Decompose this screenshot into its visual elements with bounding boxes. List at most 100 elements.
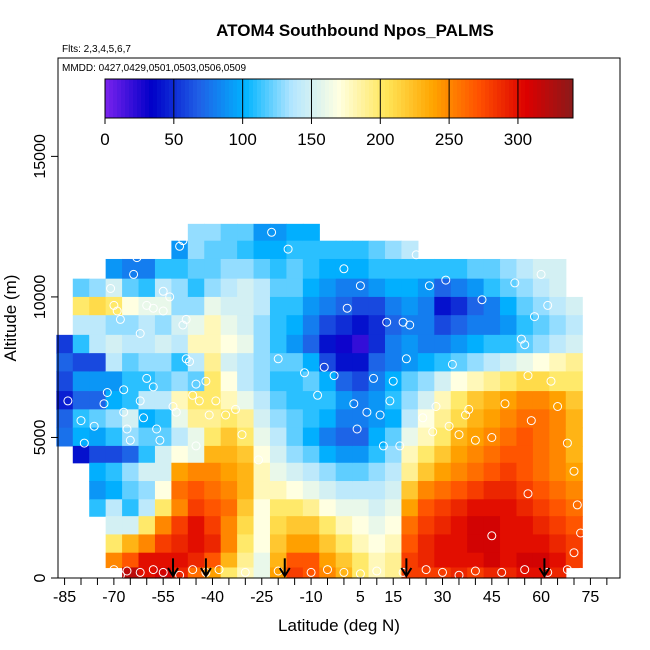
colorbar-cell — [233, 79, 238, 118]
heat-cell — [434, 315, 452, 336]
heat-cell — [532, 552, 550, 569]
sample-point — [185, 357, 194, 367]
heat-cell — [187, 240, 205, 260]
colorbar-cell — [481, 79, 486, 118]
heat-cell — [417, 427, 435, 447]
heat-cell — [417, 391, 435, 410]
heat-cell — [467, 481, 485, 500]
colorbar-cell — [421, 79, 426, 118]
colorbar-cell — [565, 79, 570, 118]
sample-point — [152, 424, 162, 434]
heat-cell — [171, 296, 189, 316]
colorbar-cell — [173, 79, 178, 118]
heat-cell — [138, 334, 156, 354]
sample-point — [378, 441, 388, 451]
heat-cell — [401, 240, 419, 260]
heat-cell — [319, 278, 337, 298]
colorbar-cell — [201, 79, 206, 118]
heat-cell — [253, 534, 271, 554]
colorbar-cell — [465, 79, 470, 118]
heat-cell — [467, 296, 485, 316]
heat-cell — [467, 353, 485, 373]
heat-cell — [302, 516, 320, 536]
heat-cell — [467, 278, 485, 298]
heat-cell — [417, 334, 435, 354]
colorbar-cell — [389, 79, 394, 118]
colorbar-cell — [113, 79, 118, 118]
sample-point — [444, 421, 454, 431]
colorbar-cell — [205, 79, 210, 118]
heat-cell — [483, 534, 501, 554]
heat-cell — [154, 278, 172, 298]
heat-cell — [56, 391, 74, 410]
heat-cell — [187, 258, 205, 280]
sample-point — [300, 368, 309, 378]
heat-cell — [549, 371, 567, 392]
heat-cell — [532, 427, 550, 447]
heat-cell — [319, 534, 337, 554]
heat-cell — [269, 278, 288, 298]
heat-cell — [467, 427, 485, 447]
heat-cell — [500, 445, 518, 464]
heat-cell — [105, 315, 123, 336]
colorbar-tick-label: 300 — [504, 130, 532, 149]
heat-cell — [171, 445, 189, 464]
heat-cell — [319, 481, 337, 500]
heat-cell — [89, 391, 107, 410]
heat-cell — [154, 258, 172, 280]
heat-cell — [450, 409, 468, 429]
heat-cell — [450, 353, 468, 373]
sample-point — [240, 567, 250, 577]
colorbar-cell — [165, 79, 170, 118]
colorbar-cell — [193, 79, 198, 118]
heat-cell — [237, 462, 255, 482]
colorbar-cell — [225, 79, 230, 118]
colorbar-cell — [213, 79, 218, 118]
heat-cell — [105, 499, 123, 517]
heat-cell — [434, 296, 452, 316]
heat-cell — [220, 223, 238, 242]
heat-cell — [352, 499, 370, 517]
heat-cell — [335, 445, 353, 464]
colorbar-cell — [369, 79, 374, 118]
colorbar-cell — [317, 79, 322, 118]
heat-cell — [368, 462, 386, 482]
heat-cell — [565, 353, 583, 373]
heat-cell — [549, 391, 567, 410]
heat-cell — [72, 427, 90, 447]
colorbar-cell — [245, 79, 250, 118]
heat-cell — [483, 278, 501, 298]
heat-cell — [204, 353, 222, 373]
heat-cell — [237, 552, 255, 569]
sample-point — [418, 413, 428, 423]
heat-cell — [450, 334, 468, 354]
heat-cell — [335, 334, 353, 354]
sample-point — [329, 371, 339, 381]
sample-point — [355, 281, 365, 291]
sample-point — [401, 354, 411, 364]
heat-cell — [565, 552, 583, 569]
sample-point — [139, 413, 148, 423]
heat-cell — [417, 567, 435, 579]
heat-cell — [335, 534, 353, 554]
heat-cell — [500, 567, 518, 579]
sample-point — [79, 438, 89, 448]
heat-cell — [483, 258, 501, 280]
heat-cell — [532, 391, 550, 410]
flights-note: Flts: 2,3,4,5,6,7 — [62, 44, 131, 55]
heat-cell — [352, 409, 370, 429]
heat-cell — [385, 240, 403, 260]
heat-cell — [319, 552, 337, 569]
heat-cell — [352, 534, 370, 554]
colorbar-cell — [177, 79, 182, 118]
sample-point — [395, 441, 405, 451]
heat-cell — [56, 427, 74, 447]
colorbar-cell — [161, 79, 166, 118]
sample-point — [375, 410, 385, 420]
heat-cell — [220, 516, 238, 536]
colorbar-cell — [109, 79, 114, 118]
heat-cell — [483, 371, 501, 392]
heat-cell — [549, 481, 567, 500]
heat-cell — [500, 353, 518, 373]
heat-cell — [302, 296, 320, 316]
